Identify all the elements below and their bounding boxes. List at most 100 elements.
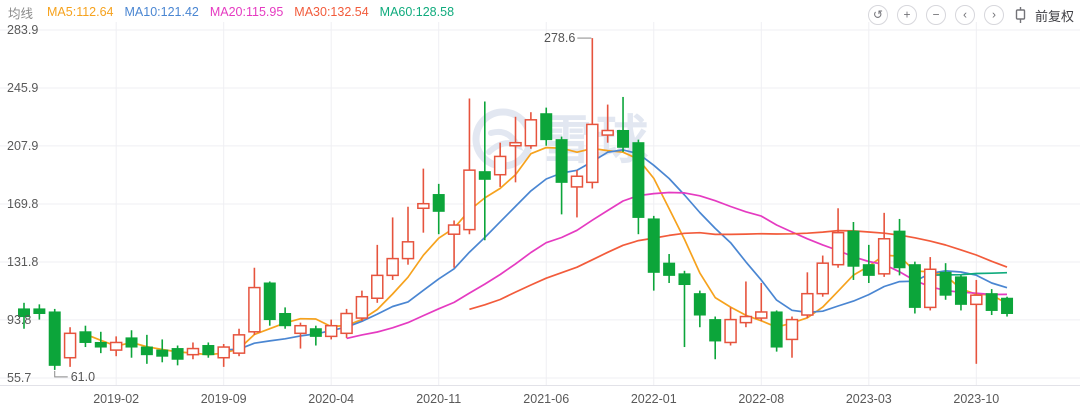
candle-2021-10[interactable] <box>601 104 614 143</box>
candle-2018-08[interactable] <box>18 302 30 329</box>
price-adjust-mode-button[interactable]: 前复权 <box>1034 8 1074 24</box>
pan-right-button[interactable]: › <box>983 5 1004 25</box>
zoom-out-icon: − <box>932 7 940 22</box>
candle-2023-10[interactable] <box>970 279 983 364</box>
candle-2023-03[interactable] <box>862 244 875 283</box>
candle-2023-08[interactable] <box>939 263 952 300</box>
candle-2019-09[interactable] <box>217 343 230 367</box>
annotation-high: 278.6 <box>544 31 575 45</box>
x-tick-label: 2023-03 <box>846 392 892 406</box>
candle-2018-12[interactable] <box>79 325 92 348</box>
y-tick-label: 207.9 <box>7 139 38 153</box>
candle-2018-11[interactable] <box>63 327 77 367</box>
legend-item-ma30: MA30:132.54 <box>294 5 369 19</box>
candle-2021-06[interactable] <box>540 107 553 146</box>
candle-2019-04[interactable] <box>140 334 153 364</box>
candle-2020-02[interactable] <box>294 322 307 349</box>
x-tick-label: 2019-02 <box>93 392 139 406</box>
candle-2020-10[interactable] <box>417 168 430 233</box>
zoom-in-icon: + <box>903 7 911 22</box>
x-tick-label: 2022-08 <box>738 392 784 406</box>
ma-legend: 均线 MA5:112.64 MA10:121.42 MA20:115.95 MA30:… <box>8 3 465 21</box>
candle-2019-12[interactable] <box>263 281 276 326</box>
legend-item-ma20: MA20:115.95 <box>209 5 284 19</box>
candle-2020-06[interactable] <box>355 290 369 322</box>
y-tick-label: 93.8 <box>7 313 31 327</box>
candle-2022-01[interactable] <box>647 215 660 291</box>
x-tick-label: 2020-11 <box>416 392 461 406</box>
candle-2021-08[interactable] <box>570 170 584 218</box>
candle-2020-11[interactable] <box>432 183 445 235</box>
candle-2021-02[interactable] <box>478 101 491 241</box>
grid <box>0 22 1080 386</box>
candle-2023-01[interactable] <box>831 208 845 268</box>
y-tick-label: 283.9 <box>7 23 38 37</box>
candle-2021-11[interactable] <box>617 96 630 152</box>
ma-line-ma10 <box>223 149 1008 351</box>
reset-icon: ↺ <box>872 7 884 22</box>
candle-2020-07[interactable] <box>371 244 384 303</box>
candle-2023-11[interactable] <box>985 289 998 316</box>
zoom-out-button[interactable]: − <box>925 5 946 25</box>
candle-2022-04[interactable] <box>693 290 706 328</box>
candle-2023-12[interactable] <box>1001 296 1014 317</box>
candle-2019-05[interactable] <box>156 339 169 363</box>
candle-2022-05[interactable] <box>709 316 722 360</box>
candle-2019-08[interactable] <box>202 342 215 358</box>
candle-2018-10[interactable] <box>48 308 61 370</box>
y-tick-label: 245.9 <box>7 81 38 95</box>
price-annotations: 278.6 61.0 <box>54 31 592 384</box>
candle-2021-04[interactable] <box>509 116 522 183</box>
candle-2022-02[interactable] <box>663 254 676 283</box>
candle-2021-09[interactable] <box>586 38 599 189</box>
pan-left-button[interactable]: ‹ <box>954 5 975 25</box>
candle-2021-01[interactable] <box>463 98 476 235</box>
candle-2019-10[interactable] <box>232 328 246 357</box>
candle-2020-09[interactable] <box>401 206 415 265</box>
candle-2023-04[interactable] <box>877 212 891 277</box>
candle-2023-02[interactable] <box>847 221 860 280</box>
candle-2022-09[interactable] <box>770 310 783 352</box>
candle-2023-07[interactable] <box>923 257 937 311</box>
candle-2020-03[interactable] <box>309 325 322 346</box>
candle-2019-07[interactable] <box>186 342 200 360</box>
candle-2019-02[interactable] <box>109 336 123 357</box>
candle-2020-05[interactable] <box>340 308 353 338</box>
candle-2020-08[interactable] <box>386 217 399 280</box>
candle-2020-04[interactable] <box>324 319 338 340</box>
candle-2023-05[interactable] <box>893 218 906 276</box>
ma-line-ma30 <box>469 229 1008 311</box>
candle-2021-07[interactable] <box>555 136 568 215</box>
candle-2022-07[interactable] <box>739 281 753 328</box>
candle-2023-09[interactable] <box>954 275 967 311</box>
zoom-in-button[interactable]: + <box>896 5 917 25</box>
candle-2019-11[interactable] <box>248 267 261 335</box>
ma-legend-title: 均线 <box>8 6 34 21</box>
x-tick-label: 2021-06 <box>523 392 569 406</box>
candle-2019-06[interactable] <box>171 345 184 366</box>
pan-left-icon: ‹ <box>962 7 967 22</box>
candle-2020-01[interactable] <box>279 307 292 329</box>
candle-2022-08[interactable] <box>755 282 768 322</box>
candle-2022-03[interactable] <box>678 270 691 348</box>
candlestick-style-icon[interactable] <box>1014 6 1027 24</box>
y-tick-label: 131.8 <box>7 255 38 269</box>
x-tick-label: 2023-10 <box>953 392 999 406</box>
candle-2021-12[interactable] <box>632 139 645 235</box>
candle-2019-01[interactable] <box>94 331 107 354</box>
candle-2020-12[interactable] <box>447 220 461 268</box>
reset-button[interactable]: ↺ <box>867 5 888 25</box>
candle-2021-05[interactable] <box>524 112 538 149</box>
candle-2019-03[interactable] <box>125 330 138 358</box>
candle-2021-03[interactable] <box>493 142 507 187</box>
candle-2022-10[interactable] <box>785 316 799 358</box>
candle-2022-12[interactable] <box>816 255 829 297</box>
candle-2022-06[interactable] <box>724 307 737 346</box>
candle-2018-09[interactable] <box>33 304 46 320</box>
candles <box>18 38 1014 370</box>
x-tick-label: 2019-09 <box>201 392 247 406</box>
candle-2022-11[interactable] <box>801 272 814 319</box>
candle-2023-06[interactable] <box>908 261 921 314</box>
